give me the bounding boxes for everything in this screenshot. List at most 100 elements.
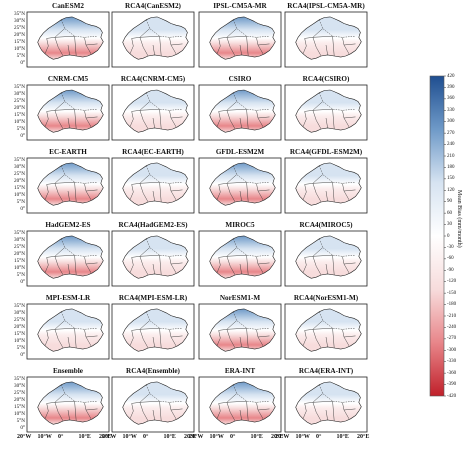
country-border — [85, 189, 98, 192]
country-border — [257, 43, 270, 46]
country-border — [139, 256, 149, 276]
country-border — [139, 183, 149, 203]
latitude-label: 15°N — [13, 331, 25, 337]
country-border — [44, 184, 49, 200]
colorbar-tick-label: 90 — [447, 199, 452, 205]
panel-title: MIROC5 — [225, 221, 255, 229]
country-border — [226, 37, 236, 57]
bias-field — [295, 381, 362, 425]
country-border — [343, 189, 356, 192]
country-border — [74, 182, 77, 203]
longitude-label: 20°W — [275, 434, 290, 440]
panel-title: RCA4(Ensemble) — [126, 367, 180, 375]
country-border — [332, 255, 335, 276]
panel-title: RCA4(MPI-ESM-LR) — [118, 294, 188, 302]
bias-field — [295, 162, 362, 206]
country-border — [226, 402, 236, 422]
colorbar-tick-label: 240 — [447, 142, 455, 148]
country-border — [67, 409, 70, 420]
colorbar-tick-label: -330 — [447, 359, 457, 365]
latitude-label: 0° — [20, 60, 25, 66]
latitude-label: 25°N — [13, 98, 25, 104]
colorbar-tick-label: -60 — [447, 256, 454, 262]
colorbar-tick-label: -270 — [447, 336, 457, 342]
country-border — [216, 38, 221, 54]
country-border — [85, 43, 98, 46]
latitude-label: 35°N — [13, 303, 25, 309]
latitude-label: 0° — [20, 206, 25, 212]
longitude-label: 20°W — [189, 434, 204, 440]
country-border — [312, 400, 333, 403]
panel-title: EC-EARTH — [49, 148, 87, 156]
country-border — [302, 38, 307, 54]
colorbar-tick-label: 150 — [447, 176, 455, 182]
colorbar-tick-label: -120 — [447, 279, 457, 285]
latitude-label: 25°N — [13, 171, 25, 177]
country-border — [61, 384, 98, 403]
country-border — [302, 403, 307, 419]
panel-title: NorESM1-M — [219, 294, 261, 302]
latitude-label: 30°N — [13, 164, 25, 170]
country-border — [226, 329, 236, 349]
country-border — [170, 408, 183, 411]
colorbar-tick-label: 330 — [447, 107, 455, 113]
country-border — [54, 181, 75, 184]
bias-field — [37, 235, 104, 279]
country-border — [74, 401, 77, 422]
country-border — [312, 329, 322, 349]
country-border — [152, 263, 155, 274]
latitude-label: 5°N — [16, 345, 25, 351]
latitude-label: 35°N — [13, 376, 25, 382]
colorbar-tick-label: -210 — [447, 313, 457, 319]
colorbar-tick-label: 30 — [447, 222, 452, 228]
country-border — [74, 36, 77, 57]
country-border — [239, 263, 242, 274]
latitude-label: 30°N — [13, 91, 25, 97]
colorbar-tick-label: 0 — [447, 233, 450, 239]
bias-field — [37, 162, 104, 206]
panel-title: RCA4(MIROC5) — [299, 221, 353, 229]
country-border — [159, 36, 162, 57]
colorbar-tick-label: -30 — [447, 244, 454, 250]
latitude-label: 15°N — [13, 185, 25, 191]
panel-title: ERA-INT — [224, 367, 256, 375]
longitude-label: 0° — [58, 434, 64, 440]
country-border — [129, 257, 134, 273]
country-border — [54, 35, 75, 38]
bias-field — [295, 89, 362, 133]
bias-field — [122, 16, 189, 60]
country-border — [54, 329, 64, 349]
country-border — [325, 44, 328, 55]
bias-field — [122, 235, 189, 279]
country-border — [54, 256, 64, 276]
country-border — [312, 183, 322, 203]
colorbar-tick-label: 60 — [447, 210, 452, 216]
country-border — [74, 109, 77, 130]
country-border — [332, 328, 335, 349]
country-border — [312, 37, 322, 57]
colorbar-tick-label: -420 — [447, 393, 457, 399]
colorbar-tick-label: 210 — [447, 153, 455, 159]
country-border — [312, 256, 322, 276]
longitude-label: 20°W — [102, 434, 117, 440]
latitude-label: 20°N — [13, 178, 25, 184]
country-border — [325, 117, 328, 128]
latitude-label: 15°N — [13, 39, 25, 45]
bias-field — [122, 162, 189, 206]
country-border — [257, 116, 270, 119]
longitude-label: 0° — [230, 434, 236, 440]
latitude-label: 10°N — [13, 192, 25, 198]
country-border — [246, 328, 249, 349]
latitude-label: 30°N — [13, 18, 25, 24]
country-border — [74, 328, 77, 349]
colorbar-tick-label: -90 — [447, 267, 454, 273]
country-border — [74, 255, 77, 276]
country-border — [319, 19, 356, 38]
colorbar-tick-label: -180 — [447, 302, 457, 308]
colorbar-tick-label: 270 — [447, 130, 455, 136]
country-border — [159, 328, 162, 349]
country-border — [44, 111, 49, 127]
country-border — [139, 35, 160, 38]
latitude-label: 25°N — [13, 390, 25, 396]
country-border — [139, 327, 160, 330]
